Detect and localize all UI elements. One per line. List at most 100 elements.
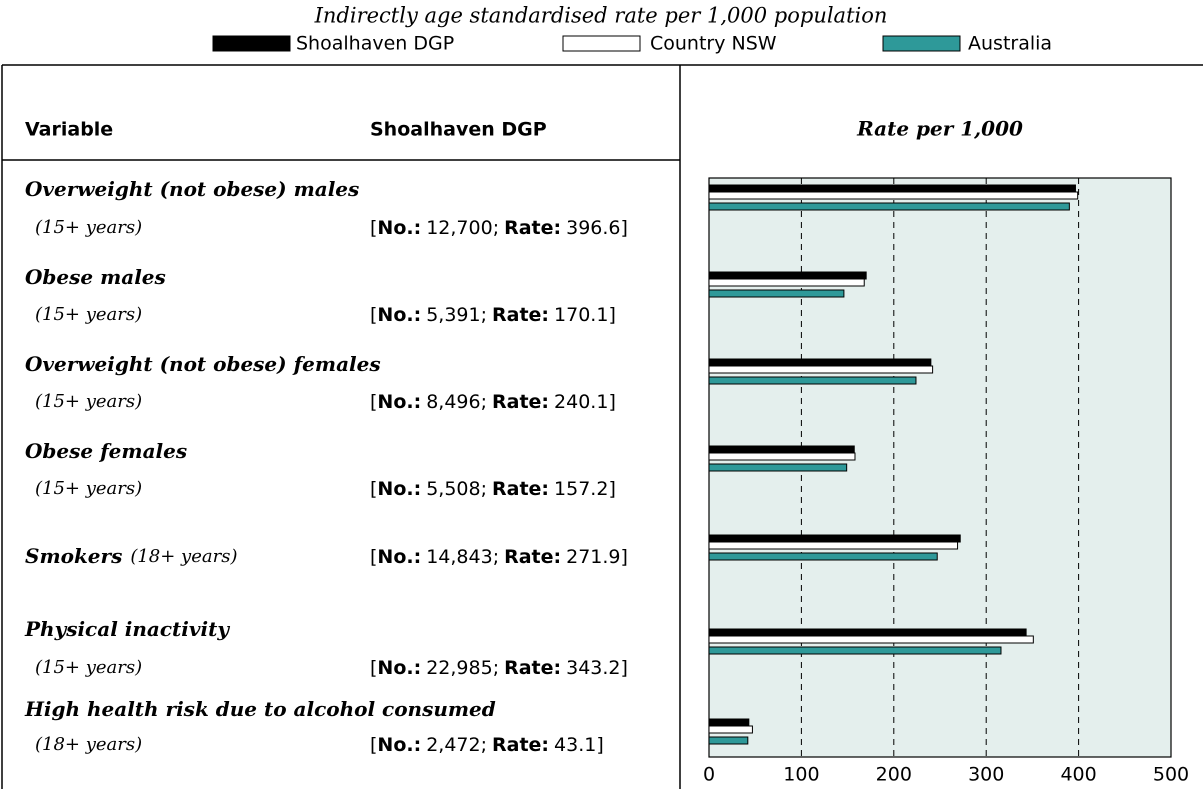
category-name: High health risk due to alcohol consumed xyxy=(24,697,496,721)
bracket: ] xyxy=(621,217,628,239)
category-name: Obese females xyxy=(25,439,187,463)
bar xyxy=(708,635,1034,644)
legend-swatch xyxy=(562,35,641,52)
rate-label: Rate: xyxy=(492,304,549,326)
bar xyxy=(708,541,959,550)
row-values: [No.: 5,391; Rate: 170.1] xyxy=(370,304,616,326)
separator: ; xyxy=(481,734,487,756)
bar xyxy=(708,552,938,561)
row-values: [No.: 5,508; Rate: 157.2] xyxy=(370,478,616,500)
separator: ; xyxy=(481,304,487,326)
bar xyxy=(708,628,1027,637)
count: 12,700 xyxy=(426,217,492,239)
column-header: Shoalhaven DGP xyxy=(370,119,547,141)
row-values: [No.: 22,985; Rate: 343.2] xyxy=(370,657,628,679)
age-range: (15+ years) xyxy=(35,657,142,678)
category-name: Overweight (not obese) males xyxy=(25,177,359,201)
bar xyxy=(708,278,865,287)
bar xyxy=(708,646,1002,655)
bracket: [ xyxy=(370,391,377,413)
legend-label: Shoalhaven DGP xyxy=(296,33,454,55)
category-label: Physical inactivity xyxy=(24,617,230,641)
bar xyxy=(708,184,1076,193)
age-range: (15+ years) xyxy=(35,217,142,238)
rate: 43.1 xyxy=(554,734,596,756)
bar xyxy=(708,463,848,472)
legend-swatch xyxy=(212,35,291,52)
legend-label: Country NSW xyxy=(650,33,777,55)
bracket: [ xyxy=(370,546,377,568)
category-name: Physical inactivity xyxy=(24,617,230,641)
bracket: [ xyxy=(370,657,377,679)
category-label: Overweight (not obese) females xyxy=(25,352,381,376)
separator: ; xyxy=(493,546,499,568)
count-label: No.: xyxy=(377,217,421,239)
legend-label: Australia xyxy=(968,33,1052,55)
x-tick-label: 0 xyxy=(703,764,715,786)
rate-label: Rate: xyxy=(492,478,549,500)
count-label: No.: xyxy=(377,304,421,326)
bar xyxy=(708,358,932,367)
rate: 170.1 xyxy=(554,304,608,326)
count-label: No.: xyxy=(377,734,421,756)
count-label: No.: xyxy=(377,657,421,679)
bar xyxy=(708,365,934,374)
count-label: No.: xyxy=(377,478,421,500)
count: 8,496 xyxy=(426,391,480,413)
rate: 271.9 xyxy=(566,546,620,568)
age-range: (15+ years) xyxy=(35,391,142,412)
category-name: Overweight (not obese) females xyxy=(25,352,381,376)
row-values: [No.: 12,700; Rate: 396.6] xyxy=(370,217,628,239)
bar xyxy=(708,445,855,454)
rate-label: Rate: xyxy=(492,734,549,756)
row-values: [No.: 14,843; Rate: 271.9] xyxy=(370,546,628,568)
age-range: (15+ years) xyxy=(35,304,142,325)
bracket: [ xyxy=(370,304,377,326)
separator: ; xyxy=(493,657,499,679)
rate-label: Rate: xyxy=(492,391,549,413)
bracket: ] xyxy=(621,657,628,679)
rate: 157.2 xyxy=(554,478,608,500)
row-values: [No.: 8,496; Rate: 240.1] xyxy=(370,391,616,413)
count: 2,472 xyxy=(426,734,480,756)
x-tick-label: 200 xyxy=(876,764,912,786)
column-header: Rate per 1,000 xyxy=(856,117,1023,141)
row-values: [No.: 2,472; Rate: 43.1] xyxy=(370,734,604,756)
bracket: ] xyxy=(608,478,615,500)
legend-swatch xyxy=(882,35,961,52)
bar xyxy=(708,376,917,385)
category-label: Overweight (not obese) males xyxy=(25,177,359,201)
bar xyxy=(708,202,1070,211)
bracket: ] xyxy=(608,391,615,413)
bar xyxy=(708,725,753,734)
age-range: (18+ years) xyxy=(130,546,237,567)
bar xyxy=(708,718,750,727)
separator: ; xyxy=(481,478,487,500)
category-name: Smokers xyxy=(25,544,122,568)
separator: ; xyxy=(481,391,487,413)
bar xyxy=(708,452,856,461)
rate: 343.2 xyxy=(566,657,620,679)
bracket: ] xyxy=(621,546,628,568)
age-range: (18+ years) xyxy=(35,734,142,755)
count: 5,508 xyxy=(426,478,480,500)
bracket: ] xyxy=(608,304,615,326)
bracket: ] xyxy=(596,734,603,756)
age-range: (15+ years) xyxy=(35,478,142,499)
rate-label: Rate: xyxy=(504,546,561,568)
bar xyxy=(708,736,749,745)
count: 14,843 xyxy=(426,546,492,568)
category-label: High health risk due to alcohol consumed xyxy=(24,697,496,721)
category-name: Obese males xyxy=(25,265,166,289)
count: 22,985 xyxy=(426,657,492,679)
bracket: [ xyxy=(370,217,377,239)
separator: ; xyxy=(493,217,499,239)
rate: 396.6 xyxy=(566,217,620,239)
category-label: Obese females xyxy=(25,439,187,463)
x-tick-label: 300 xyxy=(968,764,1004,786)
x-tick-label: 400 xyxy=(1060,764,1096,786)
x-tick-label: 100 xyxy=(783,764,819,786)
column-header: Variable xyxy=(25,119,113,141)
category-label: Obese males xyxy=(25,265,166,289)
